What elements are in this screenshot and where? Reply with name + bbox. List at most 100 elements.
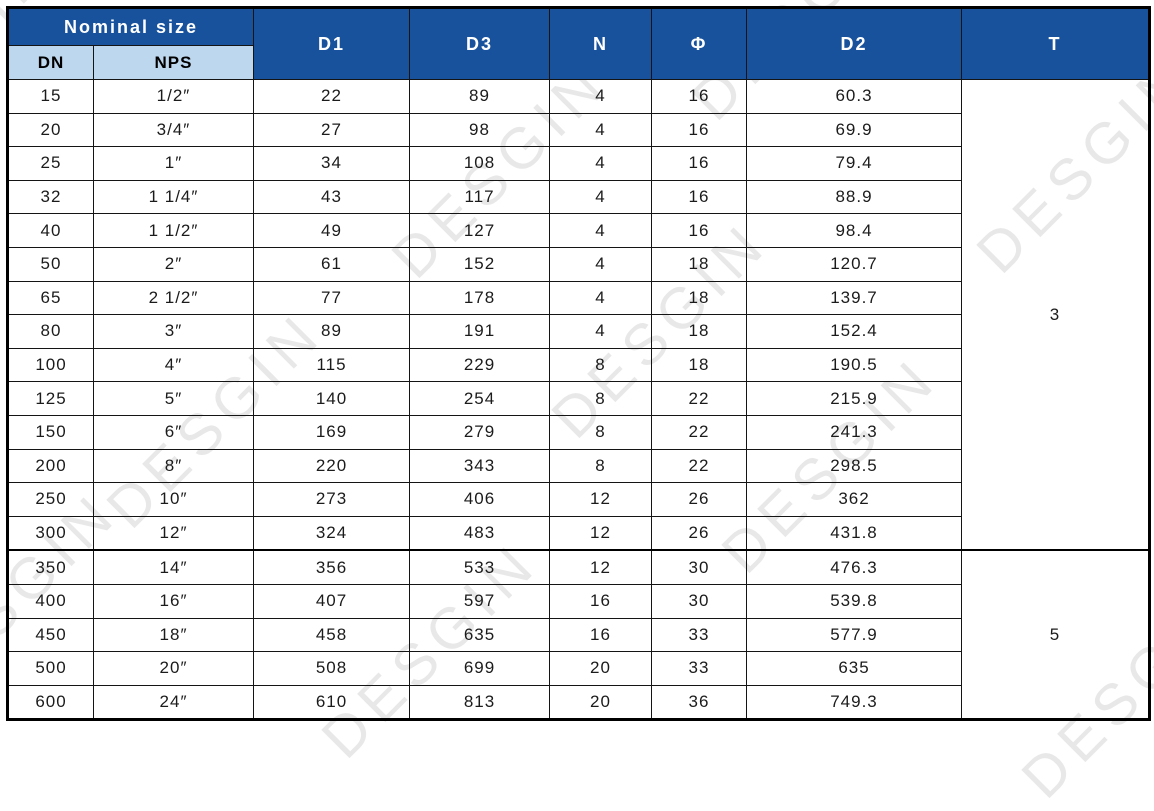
cell-n: 8 [549, 381, 652, 416]
cell-dn: 200 [7, 448, 94, 484]
cell-d3: 813 [409, 684, 550, 721]
cell-phi: 22 [651, 381, 747, 416]
cell-d2: 635 [746, 651, 962, 686]
cell-nps: 1 1/4″ [93, 179, 254, 215]
cell-nps: 8″ [93, 448, 254, 484]
table-row: 125 5″ 140 254 8 22 215.9 [7, 381, 1150, 416]
cell-d1: 34 [253, 146, 410, 181]
header-row-1: Nominal size D1 D3 N Φ D2 T [7, 7, 1150, 80]
cell-d2: 298.5 [746, 448, 962, 484]
cell-n: 4 [549, 112, 652, 148]
cell-d1: 27 [253, 112, 410, 148]
cell-n: 20 [549, 651, 652, 686]
cell-nps: 20″ [93, 651, 254, 686]
cell-d3: 191 [409, 314, 550, 349]
cell-nps: 2″ [93, 246, 254, 282]
cell-d2: 152.4 [746, 314, 962, 349]
cell-nps: 14″ [93, 549, 254, 585]
cell-dn: 350 [7, 549, 94, 585]
cell-nps: 18″ [93, 617, 254, 653]
cell-nps: 12″ [93, 515, 254, 551]
cell-dn: 150 [7, 414, 94, 450]
cell-d1: 140 [253, 381, 410, 416]
table-row: 15 1/2″ 22 89 4 16 60.3 3 [7, 79, 1150, 551]
cell-d2: 98.4 [746, 213, 962, 248]
cell-d3: 89 [409, 79, 550, 114]
table-row: 350 14″ 356 533 12 30 476.3 5 [7, 549, 1150, 721]
cell-phi: 16 [651, 79, 747, 114]
cell-d3: 178 [409, 280, 550, 316]
cell-dn: 125 [7, 381, 94, 416]
cell-phi: 33 [651, 617, 747, 653]
cell-nps: 16″ [93, 583, 254, 619]
header-phi: Φ [651, 7, 747, 80]
cell-dn: 25 [7, 146, 94, 181]
header-d3: D3 [409, 7, 550, 80]
table-row: 32 1 1/4″ 43 117 4 16 88.9 [7, 179, 1150, 215]
cell-d3: 343 [409, 448, 550, 484]
cell-phi: 16 [651, 112, 747, 148]
table-row: 20 3/4″ 27 98 4 16 69.9 [7, 112, 1150, 148]
cell-n: 4 [549, 280, 652, 316]
cell-nps: 24″ [93, 684, 254, 721]
cell-d1: 407 [253, 583, 410, 619]
cell-d2: 577.9 [746, 617, 962, 653]
cell-nps: 4″ [93, 347, 254, 383]
header-nominal-size: Nominal size [7, 7, 254, 46]
header-nps: NPS [93, 45, 254, 80]
cell-n: 20 [549, 684, 652, 721]
cell-d1: 324 [253, 515, 410, 551]
cell-dn: 400 [7, 583, 94, 619]
cell-phi: 18 [651, 347, 747, 383]
cell-nps: 10″ [93, 482, 254, 517]
cell-d3: 406 [409, 482, 550, 517]
cell-dn: 600 [7, 684, 94, 721]
cell-d3: 127 [409, 213, 550, 248]
cell-nps: 1″ [93, 146, 254, 181]
table-row: 150 6″ 169 279 8 22 241.3 [7, 414, 1150, 450]
cell-dn: 500 [7, 651, 94, 686]
cell-dn: 300 [7, 515, 94, 551]
cell-phi: 16 [651, 146, 747, 181]
cell-d1: 89 [253, 314, 410, 349]
cell-phi: 16 [651, 179, 747, 215]
cell-phi: 18 [651, 246, 747, 282]
header-dn: DN [7, 45, 94, 80]
table-row: 65 2 1/2″ 77 178 4 18 139.7 [7, 280, 1150, 316]
table-row: 250 10″ 273 406 12 26 362 [7, 482, 1150, 517]
cell-d2: 79.4 [746, 146, 962, 181]
cell-phi: 30 [651, 549, 747, 585]
cell-phi: 26 [651, 482, 747, 517]
cell-dn: 100 [7, 347, 94, 383]
cell-d2: 69.9 [746, 112, 962, 148]
cell-n: 12 [549, 515, 652, 551]
cell-d1: 43 [253, 179, 410, 215]
cell-d2: 362 [746, 482, 962, 517]
table-row: 500 20″ 508 699 20 33 635 [7, 651, 1150, 686]
cell-d3: 483 [409, 515, 550, 551]
table-row: 100 4″ 115 229 8 18 190.5 [7, 347, 1150, 383]
cell-d3: 279 [409, 414, 550, 450]
cell-phi: 36 [651, 684, 747, 721]
cell-phi: 18 [651, 314, 747, 349]
cell-dn: 80 [7, 314, 94, 349]
cell-d1: 61 [253, 246, 410, 282]
cell-d2: 60.3 [746, 79, 962, 114]
cell-n: 12 [549, 549, 652, 585]
cell-d2: 431.8 [746, 515, 962, 551]
cell-phi: 33 [651, 651, 747, 686]
cell-phi: 30 [651, 583, 747, 619]
cell-d2: 241.3 [746, 414, 962, 450]
cell-phi: 16 [651, 213, 747, 248]
cell-d1: 49 [253, 213, 410, 248]
cell-d3: 108 [409, 146, 550, 181]
cell-d1: 356 [253, 549, 410, 585]
cell-d3: 98 [409, 112, 550, 148]
cell-d1: 458 [253, 617, 410, 653]
header-d1: D1 [253, 7, 410, 80]
cell-d3: 254 [409, 381, 550, 416]
table-body: 15 1/2″ 22 89 4 16 60.3 3 20 3/4″ 27 98 4 16 69.9 25 1″ 3… [7, 79, 1150, 721]
header-n: N [549, 7, 652, 80]
cell-d2: 476.3 [746, 549, 962, 585]
cell-phi: 22 [651, 414, 747, 450]
